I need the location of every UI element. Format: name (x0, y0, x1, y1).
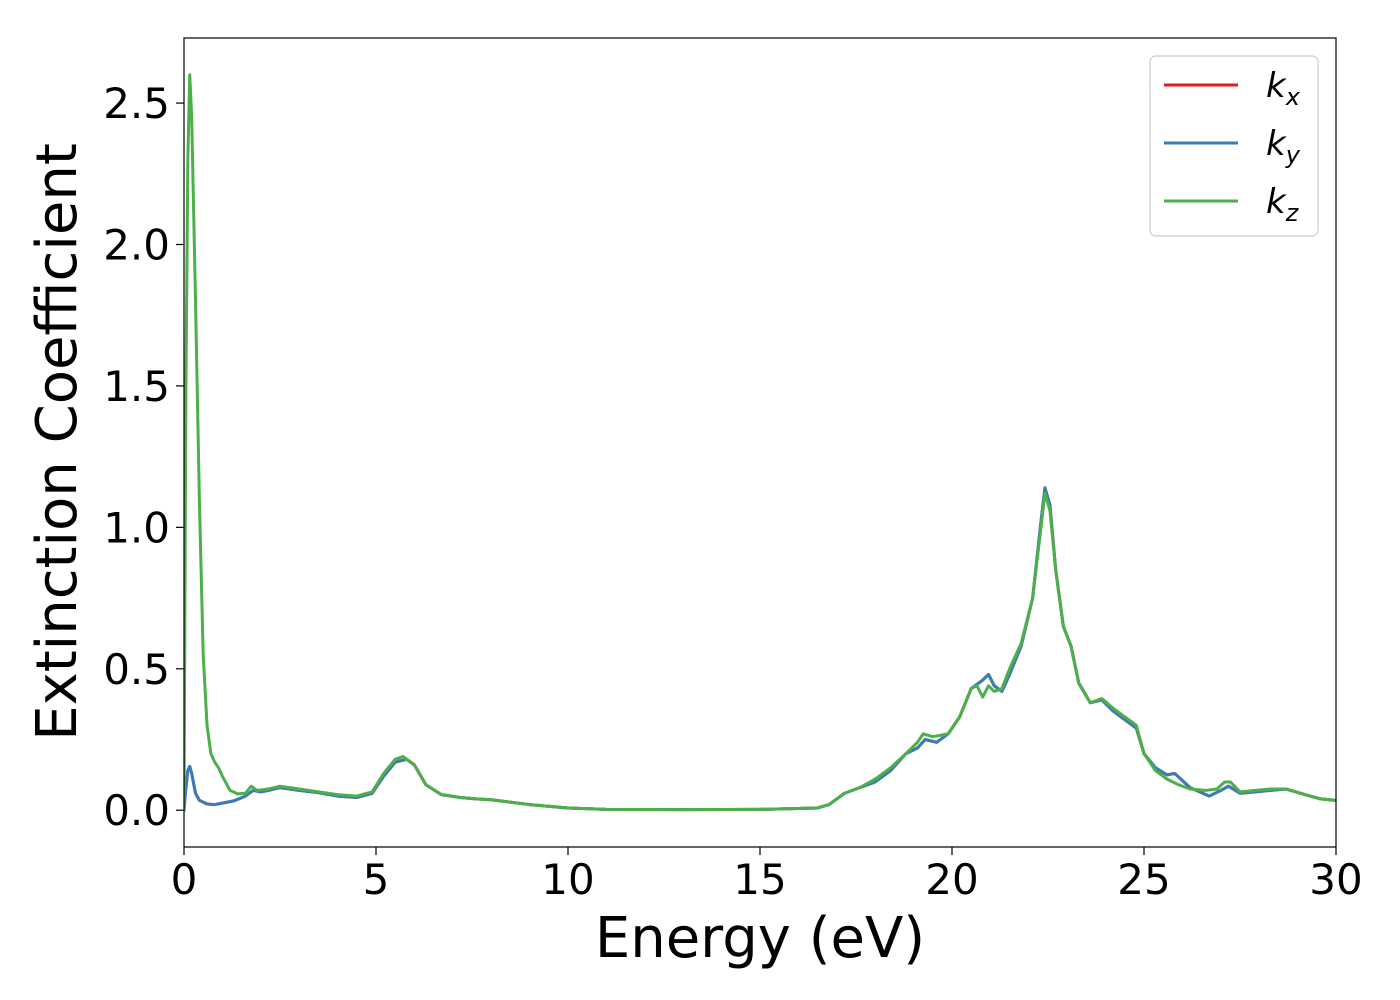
plot-background (184, 38, 1336, 847)
y-tick-label: 2.5 (103, 79, 170, 128)
x-tick-label: 10 (541, 855, 594, 904)
y-axis-title: Extinction Coefficient (25, 143, 90, 741)
y-axis: 0.0 0.5 1.0 1.5 2.0 2.5 (103, 79, 184, 835)
x-tick-label: 20 (925, 855, 978, 904)
x-tick-label: 5 (363, 855, 390, 904)
y-tick-label: 1.0 (103, 503, 170, 552)
legend-label-kx: kx (1266, 66, 1301, 111)
legend-box (1149, 55, 1319, 237)
plot-area (184, 73, 1336, 812)
x-tick-label: 15 (733, 855, 786, 904)
legend-label-subscript: z (1285, 199, 1300, 227)
y-tick-label: 0.5 (103, 645, 170, 694)
legend-label-base: k (1266, 182, 1287, 222)
x-tick-label: 25 (1117, 855, 1170, 904)
legend-label-subscript: x (1285, 83, 1301, 111)
legend-label-base: k (1266, 66, 1287, 106)
series-line-k-z (184, 73, 1336, 812)
legend-label-ky: ky (1266, 124, 1301, 169)
x-axis: 0 5 10 15 20 25 30 (171, 847, 1363, 904)
x-tick-label: 30 (1309, 855, 1362, 904)
y-tick-label: 1.5 (103, 362, 170, 411)
x-axis-title: Energy (eV) (595, 906, 925, 971)
legend-label-subscript: y (1285, 141, 1301, 169)
y-tick-label: 2.0 (103, 220, 170, 269)
legend-label-base: k (1266, 124, 1287, 164)
x-tick-label: 0 (171, 855, 198, 904)
legend-label-kz: kz (1266, 182, 1300, 227)
y-tick-label: 0.0 (103, 786, 170, 835)
